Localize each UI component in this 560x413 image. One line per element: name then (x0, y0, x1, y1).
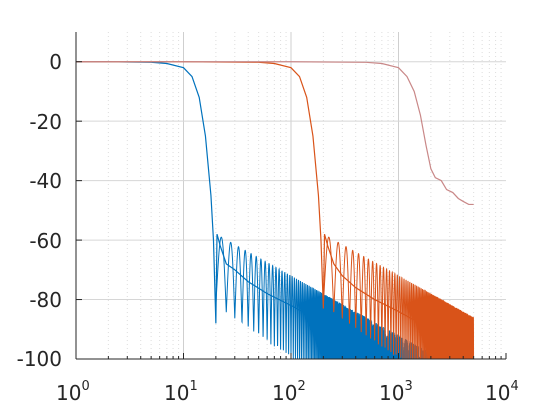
x-tick-exponent: 0 (81, 379, 89, 394)
x-tick-base: 10 (485, 381, 510, 405)
x-tick-base: 10 (56, 381, 81, 405)
y-tick-label: -100 (17, 347, 62, 371)
x-tick-label: 101 (164, 379, 198, 405)
x-tick-label: 102 (272, 379, 306, 405)
x-tick-label: 103 (379, 379, 413, 405)
y-tick-labels: 0 -20 -40 -60 -80 -100 (17, 50, 62, 371)
x-tick-label: 104 (485, 379, 519, 405)
y-tick-label: -20 (29, 110, 62, 134)
x-tick-exponent: 2 (297, 379, 305, 394)
x-tick-labels: 100 101 102 103 104 (56, 379, 519, 405)
x-tick-exponent: 3 (404, 379, 412, 394)
x-tick-base: 10 (164, 381, 189, 405)
x-tick-exponent: 1 (189, 379, 197, 394)
ticks (75, 61, 507, 360)
x-tick-base: 10 (272, 381, 297, 405)
series-line (76, 61, 474, 206)
series-ripple (215, 236, 442, 359)
y-tick-label: -40 (29, 169, 62, 193)
series-layer (76, 61, 475, 359)
x-tick-label: 100 (56, 379, 90, 405)
y-tick-label: -80 (29, 288, 62, 312)
x-tick-exponent: 4 (510, 379, 518, 394)
y-tick-label: -60 (29, 229, 62, 253)
y-tick-label: 0 (49, 50, 62, 74)
x-tick-base: 10 (379, 381, 404, 405)
